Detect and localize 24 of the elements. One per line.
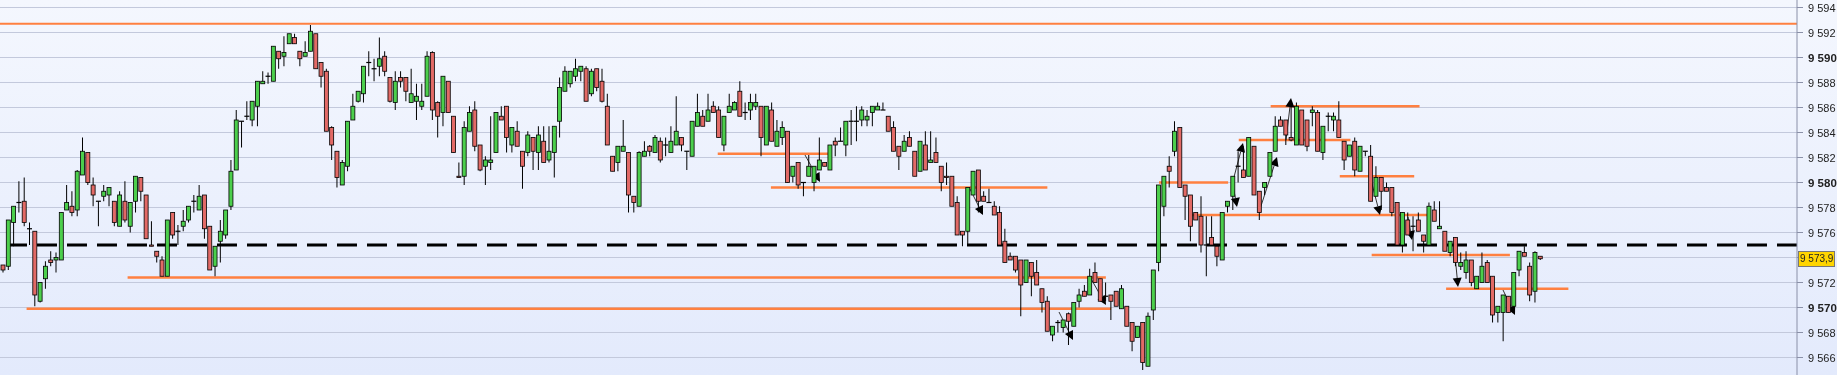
annotation: 9 573,9 xyxy=(1798,250,1836,267)
y-tick-label: 9 584 xyxy=(1808,126,1836,139)
candlestick xyxy=(43,260,48,290)
candlestick xyxy=(1166,155,1172,188)
y-tick-label: 9 594 xyxy=(1808,1,1836,14)
y-tick-label: 9 580 xyxy=(1808,176,1837,189)
candlestick xyxy=(1437,200,1442,230)
y-tick-label: 9 586 xyxy=(1808,101,1836,114)
y-tick-label: 9 582 xyxy=(1808,151,1836,164)
y-tick-label: 9 566 xyxy=(1808,351,1836,364)
candlestick xyxy=(180,209,186,232)
y-tick-label: 9 572 xyxy=(1808,276,1836,289)
y-tick-label: 9 570 xyxy=(1808,301,1837,314)
y-tick-label: 9 578 xyxy=(1808,201,1836,214)
y-tick-label: 9 592 xyxy=(1808,26,1836,39)
candlestick xyxy=(350,93,356,121)
candlestick xyxy=(1415,212,1421,232)
y-tick-label: 9 576 xyxy=(1808,226,1836,239)
y-tick-label: 9 568 xyxy=(1808,326,1836,339)
candlestick xyxy=(90,177,96,207)
candlestick xyxy=(1267,152,1273,177)
candlestick xyxy=(149,220,154,247)
y-tick-label: 9 588 xyxy=(1808,76,1836,89)
y-tick-label: 9 590 xyxy=(1808,51,1837,64)
